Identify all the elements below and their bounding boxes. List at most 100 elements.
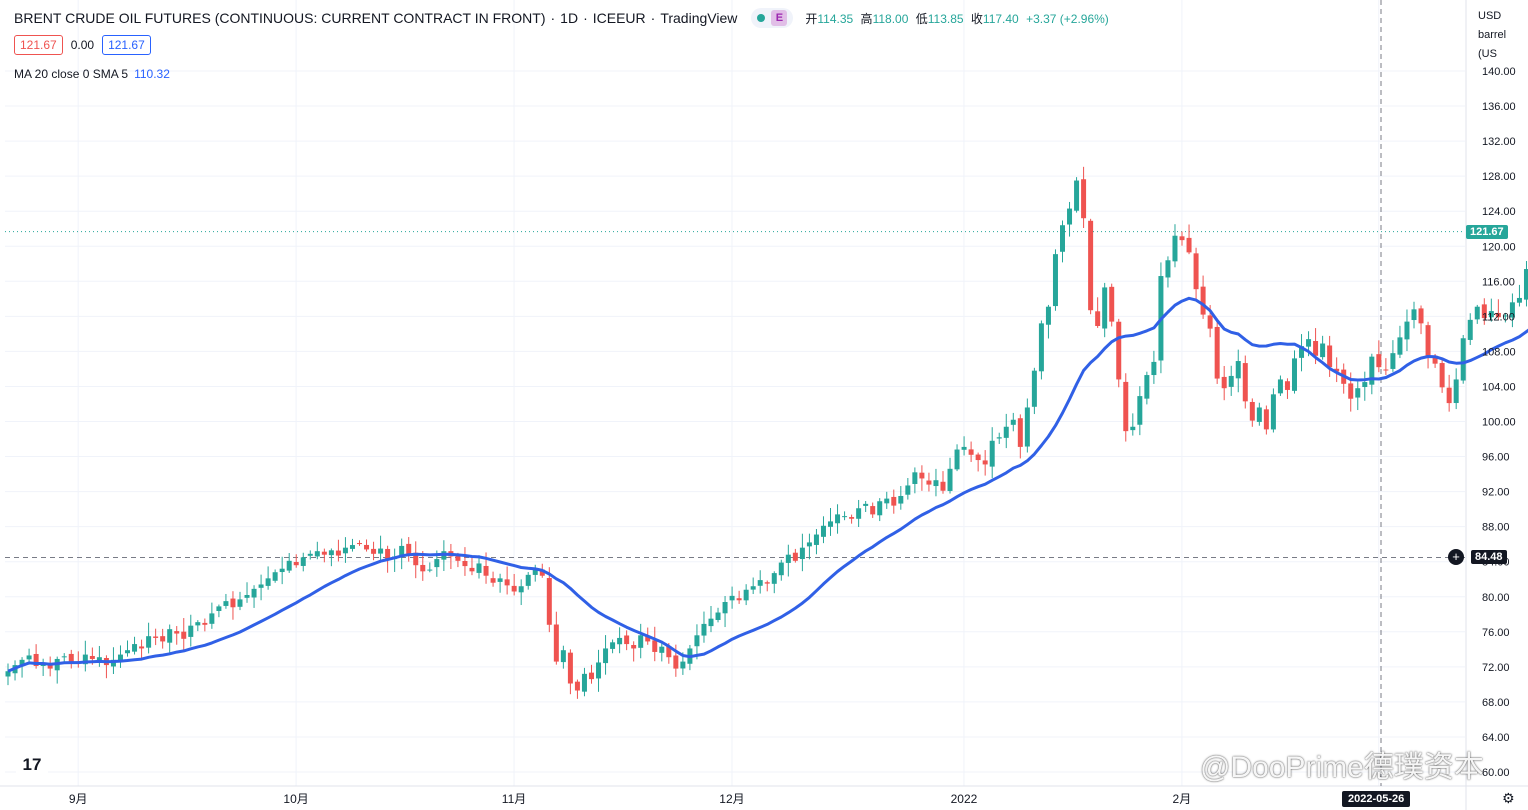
candle-body[interactable] — [701, 623, 707, 636]
candle-body[interactable] — [195, 622, 201, 626]
candle-body[interactable] — [1270, 394, 1276, 430]
candle-body[interactable] — [546, 578, 552, 625]
candle-body[interactable] — [19, 659, 25, 666]
candle-body[interactable] — [891, 496, 897, 506]
candle-body[interactable] — [1235, 361, 1241, 379]
candle-body[interactable] — [1144, 375, 1150, 399]
candle-body[interactable] — [1081, 179, 1087, 219]
candle-body[interactable] — [364, 544, 370, 550]
candle-body[interactable] — [610, 642, 616, 649]
candle-body[interactable] — [898, 495, 904, 504]
candle-body[interactable] — [933, 480, 939, 487]
candle-body[interactable] — [652, 640, 658, 652]
candle-body[interactable] — [638, 635, 644, 648]
candle-body[interactable] — [912, 472, 918, 484]
candle-body[interactable] — [617, 637, 623, 645]
candle-body[interactable] — [553, 624, 559, 662]
candle-body[interactable] — [462, 560, 468, 567]
candle-body[interactable] — [1397, 337, 1403, 355]
candle-body[interactable] — [300, 557, 306, 566]
candle-body[interactable] — [1052, 254, 1058, 307]
candle-body[interactable] — [26, 655, 32, 660]
candle-body[interactable] — [1242, 363, 1248, 402]
candle-body[interactable] — [1446, 387, 1452, 404]
candle-body[interactable] — [1502, 315, 1508, 317]
candle-body[interactable] — [349, 545, 355, 549]
candle-body[interactable] — [1523, 269, 1528, 300]
candle-body[interactable] — [968, 449, 974, 455]
candle-body[interactable] — [413, 552, 419, 566]
candle-body[interactable] — [209, 613, 215, 624]
candle-body[interactable] — [975, 454, 981, 461]
candle-body[interactable] — [251, 588, 257, 598]
candle-body[interactable] — [982, 460, 988, 465]
candle-body[interactable] — [518, 586, 524, 593]
candle-body[interactable] — [1116, 321, 1122, 380]
candle-body[interactable] — [511, 585, 517, 592]
candle-body[interactable] — [1151, 361, 1157, 376]
candle-body[interactable] — [160, 636, 166, 642]
interval-label[interactable]: 1D — [560, 10, 579, 26]
candle-body[interactable] — [1102, 287, 1108, 329]
candle-body[interactable] — [174, 631, 180, 634]
candle-body[interactable] — [1095, 311, 1101, 326]
candle-body[interactable] — [1439, 363, 1445, 388]
candle-body[interactable] — [1109, 286, 1115, 322]
candle-body[interactable] — [1193, 253, 1199, 290]
candle-body[interactable] — [1495, 312, 1501, 318]
candle-body[interactable] — [385, 548, 391, 560]
candle-body[interactable] — [708, 618, 714, 627]
candle-body[interactable] — [1348, 383, 1354, 399]
candles[interactable] — [5, 166, 1528, 699]
candle-body[interactable] — [427, 569, 433, 571]
candle-body[interactable] — [5, 671, 11, 677]
buy-price-button[interactable]: 121.67 — [102, 35, 151, 55]
candle-body[interactable] — [680, 661, 686, 669]
candle-body[interactable] — [216, 606, 222, 611]
candle-body[interactable] — [33, 653, 39, 666]
candle-body[interactable] — [202, 622, 208, 625]
candle-body[interactable] — [279, 568, 285, 573]
candle-body[interactable] — [750, 586, 756, 590]
candle-body[interactable] — [328, 550, 334, 556]
candle-body[interactable] — [842, 516, 848, 518]
candle-body[interactable] — [497, 578, 503, 582]
candle-body[interactable] — [406, 543, 412, 554]
candle-body[interactable] — [1291, 358, 1297, 391]
axis-unit-label[interactable]: USD barrel (US — [1478, 7, 1528, 64]
symbol-title[interactable]: BRENT CRUDE OIL FUTURES (CONTINUOUS: CUR… — [14, 10, 546, 26]
candle-body[interactable] — [926, 480, 932, 485]
candle-body[interactable] — [1214, 326, 1220, 379]
candle-body[interactable] — [293, 561, 299, 566]
candle-body[interactable] — [434, 559, 440, 568]
candle-body[interactable] — [146, 636, 152, 648]
candle-body[interactable] — [1031, 370, 1037, 407]
candle-body[interactable] — [1074, 180, 1080, 211]
candle-body[interactable] — [588, 672, 594, 680]
candle-body[interactable] — [1221, 376, 1227, 389]
candle-body[interactable] — [581, 673, 587, 692]
candle-body[interactable] — [666, 646, 672, 658]
candle-body[interactable] — [342, 547, 348, 554]
candle-body[interactable] — [574, 681, 580, 691]
candle-body[interactable] — [813, 534, 819, 545]
candle-body[interactable] — [1088, 220, 1094, 311]
settings-gear-icon[interactable]: ⚙ — [1502, 790, 1515, 806]
candle-body[interactable] — [1327, 345, 1333, 368]
indicator-legend[interactable]: MA 20 close 0 SMA 5 110.32 — [14, 67, 170, 81]
candle-body[interactable] — [539, 569, 545, 576]
candle-body[interactable] — [1228, 375, 1234, 387]
candle-body[interactable] — [673, 655, 679, 669]
candle-body[interactable] — [659, 646, 665, 653]
candle-body[interactable] — [1137, 396, 1143, 425]
candle-body[interactable] — [1207, 315, 1213, 329]
candle-body[interactable] — [1165, 260, 1171, 278]
candle-body[interactable] — [1003, 426, 1009, 438]
candle-body[interactable] — [1453, 379, 1459, 404]
candle-body[interactable] — [1355, 388, 1361, 398]
candle-body[interactable] — [792, 552, 798, 561]
candle-body[interactable] — [820, 525, 826, 537]
candle-body[interactable] — [856, 508, 862, 519]
candle-body[interactable] — [1186, 237, 1192, 253]
candle-body[interactable] — [230, 598, 236, 608]
